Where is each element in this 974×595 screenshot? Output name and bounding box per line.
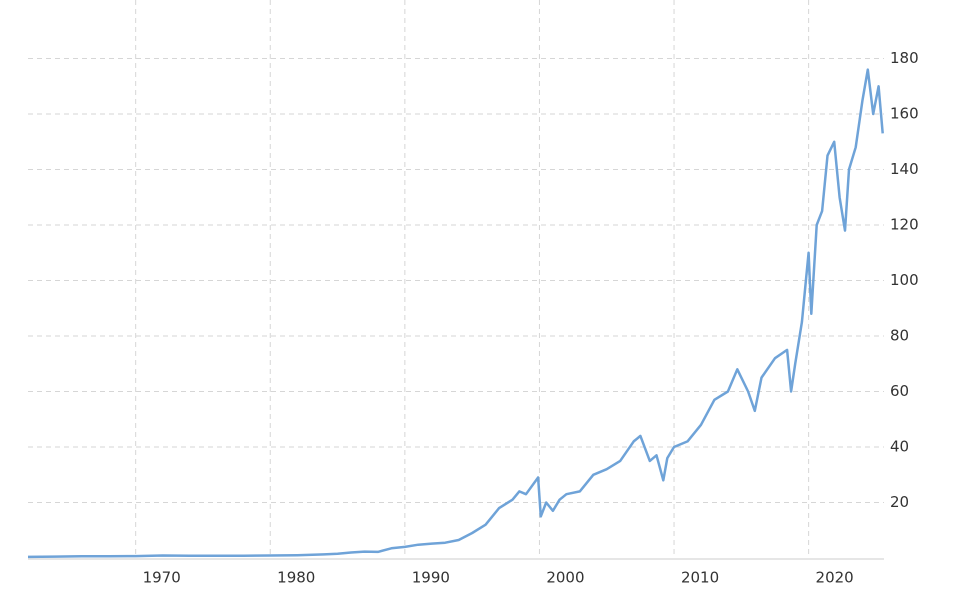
x-tick-label: 1990 <box>412 569 450 587</box>
x-tick-label: 1980 <box>277 569 315 587</box>
y-tick-label: 20 <box>890 493 909 511</box>
x-tick-label: 2010 <box>681 569 719 587</box>
x-tick-label: 2000 <box>546 569 584 587</box>
y-tick-label: 80 <box>890 327 909 345</box>
x-tick-label: 2020 <box>816 569 854 587</box>
y-tick-label: 100 <box>890 271 919 289</box>
y-tick-label: 160 <box>890 105 919 123</box>
y-tick-label: 180 <box>890 49 919 67</box>
x-tick-label: 1970 <box>143 569 181 587</box>
y-tick-label: 140 <box>890 160 919 178</box>
line <box>27 68 884 559</box>
y-tick-label: 60 <box>890 382 909 400</box>
y-tick-label: 40 <box>890 438 909 456</box>
y-tick-label: 120 <box>890 216 919 234</box>
